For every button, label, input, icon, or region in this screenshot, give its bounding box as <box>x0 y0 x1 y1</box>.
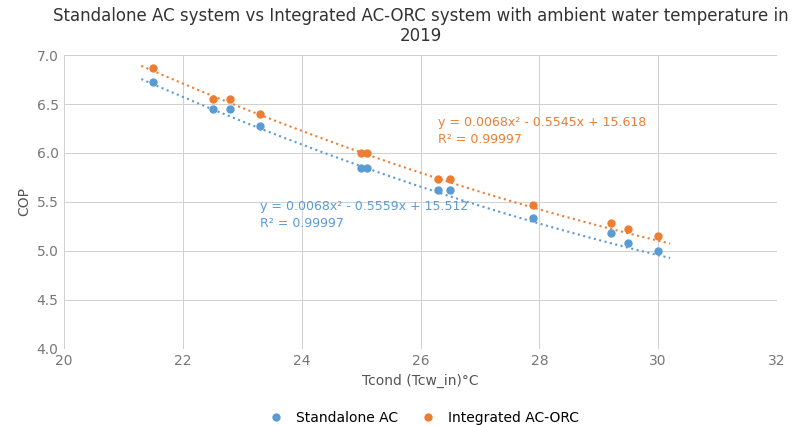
Point <box>206 96 219 103</box>
Point <box>652 233 665 240</box>
Point <box>527 215 540 222</box>
Point <box>206 105 219 112</box>
Point <box>360 150 373 156</box>
Point <box>224 105 237 112</box>
Point <box>224 96 237 103</box>
Title: Standalone AC system vs Integrated AC-ORC system with ambient water temperature : Standalone AC system vs Integrated AC-OR… <box>53 6 788 45</box>
Point <box>355 150 368 156</box>
Point <box>254 110 267 117</box>
Text: y = 0.0068x² - 0.5545x + 15.618
R² = 0.99997: y = 0.0068x² - 0.5545x + 15.618 R² = 0.9… <box>438 116 646 146</box>
Point <box>444 187 457 193</box>
Point <box>432 187 445 193</box>
Point <box>604 220 617 227</box>
Point <box>432 176 445 183</box>
Legend: Standalone AC, Integrated AC-ORC: Standalone AC, Integrated AC-ORC <box>257 405 584 425</box>
Point <box>622 240 635 246</box>
Point <box>147 78 159 85</box>
Point <box>652 247 665 254</box>
Text: y = 0.0068x² - 0.5559x + 15.512
R² = 0.99997: y = 0.0068x² - 0.5559x + 15.512 R² = 0.9… <box>260 200 469 230</box>
Point <box>360 164 373 171</box>
Point <box>622 226 635 232</box>
Point <box>604 230 617 237</box>
X-axis label: Tcond (Tcw_in)°C: Tcond (Tcw_in)°C <box>362 374 479 388</box>
Point <box>444 176 457 183</box>
Point <box>355 164 368 171</box>
Point <box>147 65 159 71</box>
Y-axis label: COP: COP <box>17 187 31 216</box>
Point <box>254 122 267 129</box>
Point <box>527 201 540 208</box>
